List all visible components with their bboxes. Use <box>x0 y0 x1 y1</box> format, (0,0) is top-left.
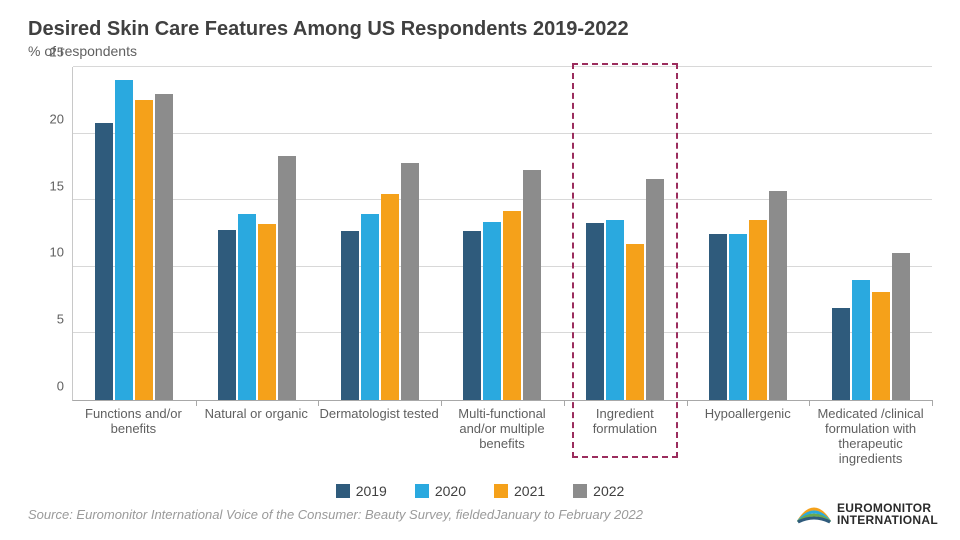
bar <box>729 234 747 401</box>
legend-label: 2020 <box>435 483 466 499</box>
chart-subtitle: % of respondents <box>28 43 932 59</box>
x-axis-label: Dermatologist tested <box>318 407 441 422</box>
bar <box>769 191 787 400</box>
bar-group <box>196 67 319 400</box>
brand-line-2: INTERNATIONAL <box>837 514 938 526</box>
bar-group <box>564 67 687 400</box>
globe-icon <box>797 502 831 526</box>
bar <box>852 280 870 400</box>
bar <box>483 222 501 400</box>
y-tick-label: 20 <box>50 111 64 126</box>
x-axis-label: Ingredient formulation <box>563 407 686 437</box>
bar <box>872 292 890 400</box>
bar <box>606 220 624 400</box>
x-tick <box>564 400 565 406</box>
bar <box>278 156 296 400</box>
legend-label: 2019 <box>356 483 387 499</box>
y-tick-label: 0 <box>57 379 64 394</box>
x-axis-label: Medicated /clinical formulation with the… <box>809 407 932 467</box>
legend: 2019 2020 2021 2022 <box>28 483 932 499</box>
x-tick <box>687 400 688 406</box>
x-axis-label: Hypoallergenic <box>686 407 809 422</box>
chart: 0510152025 Functions and/or benefitsNatu… <box>40 67 932 437</box>
bar <box>709 234 727 401</box>
y-tick-label: 10 <box>50 245 64 260</box>
y-tick-label: 5 <box>57 312 64 327</box>
brand-text: EUROMONITOR INTERNATIONAL <box>837 502 938 526</box>
y-axis: 0510152025 <box>40 67 68 401</box>
legend-item: 2022 <box>573 483 624 499</box>
legend-label: 2022 <box>593 483 624 499</box>
x-tick <box>932 400 933 406</box>
chart-title: Desired Skin Care Features Among US Resp… <box>28 18 932 41</box>
bar <box>503 211 521 400</box>
bar-group <box>441 67 564 400</box>
bar <box>135 100 153 400</box>
bar <box>523 170 541 400</box>
plot-area <box>72 67 932 401</box>
legend-swatch <box>494 484 508 498</box>
legend-swatch <box>415 484 429 498</box>
bar <box>361 214 379 400</box>
bar <box>238 214 256 400</box>
bar <box>892 253 910 400</box>
bar <box>626 244 644 400</box>
y-tick-label: 15 <box>50 178 64 193</box>
x-tick <box>441 400 442 406</box>
bar-group <box>73 67 196 400</box>
bar-group <box>687 67 810 400</box>
x-tick <box>196 400 197 406</box>
bar <box>463 231 481 400</box>
bar <box>749 220 767 400</box>
bar <box>155 94 173 400</box>
x-axis-label: Multi-functional and/or multiple benefit… <box>441 407 564 452</box>
bar <box>258 224 276 400</box>
bar-group <box>809 67 932 400</box>
y-tick-label: 25 <box>50 45 64 60</box>
legend-swatch <box>573 484 587 498</box>
legend-label: 2021 <box>514 483 545 499</box>
bar <box>115 80 133 400</box>
legend-item: 2019 <box>336 483 387 499</box>
bar <box>401 163 419 400</box>
bar <box>586 223 604 400</box>
bar-group <box>318 67 441 400</box>
bar <box>646 179 664 400</box>
bar <box>381 194 399 400</box>
legend-swatch <box>336 484 350 498</box>
bar <box>95 123 113 400</box>
x-axis-label: Natural or organic <box>195 407 318 422</box>
legend-item: 2020 <box>415 483 466 499</box>
brand-logo: EUROMONITOR INTERNATIONAL <box>797 502 938 526</box>
bar <box>341 231 359 400</box>
page: Desired Skin Care Features Among US Resp… <box>0 0 960 540</box>
x-axis-labels: Functions and/or benefitsNatural or orga… <box>72 407 932 437</box>
bar <box>832 308 850 400</box>
legend-item: 2021 <box>494 483 545 499</box>
x-axis-label: Functions and/or benefits <box>72 407 195 437</box>
x-tick <box>809 400 810 406</box>
bar <box>218 230 236 400</box>
